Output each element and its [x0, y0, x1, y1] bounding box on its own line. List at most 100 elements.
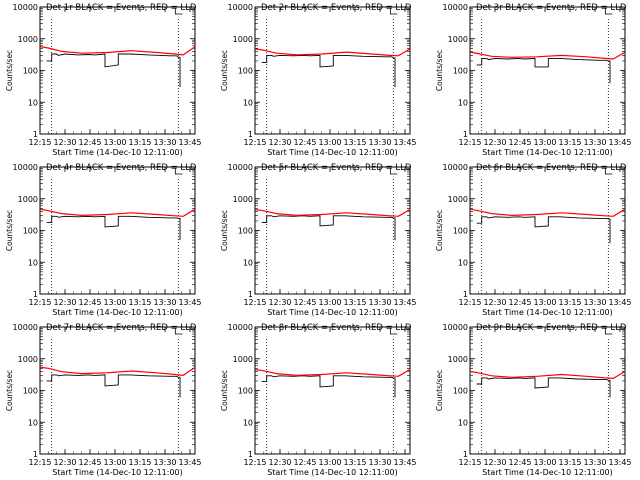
y-tick-label: 10000 — [13, 3, 38, 12]
x-tick-label: 13:45 — [393, 458, 416, 467]
x-tick-label: 12:45 — [293, 138, 316, 147]
y-axis-label: Counts/sec — [5, 210, 14, 251]
x-tick-label: 12:15 — [28, 458, 51, 467]
chart-title: Det 5r BLACK = Events, RED = LLD — [261, 163, 412, 173]
chart-panel-7: Det 7r BLACK = Events, RED = LLD 1 10 100 10… — [5, 323, 202, 477]
y-tick-label: 1 — [248, 290, 253, 299]
y-tick-label: 100 — [23, 387, 38, 396]
chart-panel-3: Det 3r BLACK = Events, RED = LLD 1 10 100 10… — [435, 3, 632, 157]
chart-title: Det 8r BLACK = Events, RED = LLD — [261, 323, 412, 333]
y-tick-label: 10 — [458, 258, 468, 267]
y-tick-label: 1 — [463, 450, 468, 459]
series-events-line — [46, 215, 181, 241]
y-tick-label: 10000 — [228, 323, 253, 332]
y-tick-label: 100 — [453, 387, 468, 396]
chart-title: Det 2r BLACK = Events, RED = LLD — [261, 3, 412, 13]
y-tick-label: 10000 — [228, 163, 253, 172]
x-tick-label: 13:30 — [153, 298, 176, 307]
series-lld-line — [39, 208, 196, 217]
chart-title: Det 4r BLACK = Events, RED = LLD — [46, 163, 197, 173]
series-events-line — [46, 53, 181, 88]
x-tick-label: 12:15 — [458, 458, 481, 467]
interval-marker — [389, 168, 398, 175]
x-tick-label: 12:45 — [78, 138, 101, 147]
x-tick-label: 12:30 — [483, 298, 506, 307]
x-tick-label: 12:30 — [53, 458, 76, 467]
y-tick-label: 10 — [458, 98, 468, 107]
y-tick-label: 10 — [243, 418, 253, 427]
y-tick-label: 1000 — [18, 355, 38, 364]
x-tick-label: 13:00 — [533, 298, 556, 307]
x-tick-label: 13:00 — [533, 458, 556, 467]
chart-panel-5: Det 5r BLACK = Events, RED = LLD 1 10 100 10… — [220, 163, 417, 317]
x-axis-label: Start Time (14-Dec-10 12:11:00) — [482, 468, 613, 477]
x-tick-label: 12:45 — [508, 458, 531, 467]
x-tick-label: 13:15 — [343, 298, 366, 307]
y-tick-label: 10 — [28, 258, 38, 267]
y-tick-label: 100 — [23, 227, 38, 236]
x-tick-label: 13:30 — [153, 458, 176, 467]
interval-marker — [389, 328, 398, 335]
x-tick-label: 13:15 — [558, 138, 581, 147]
series-events-line — [476, 377, 611, 398]
y-tick-label: 1 — [463, 290, 468, 299]
x-tick-label: 13:30 — [368, 298, 391, 307]
series-events-line — [46, 374, 181, 398]
x-tick-label: 13:45 — [178, 458, 201, 467]
series-events-line — [261, 375, 396, 398]
x-tick-label: 13:00 — [318, 298, 341, 307]
y-tick-label: 100 — [238, 387, 253, 396]
series-lld-line — [39, 46, 196, 56]
chart-title: Det 9r BLACK = Events, RED = LLD — [476, 323, 627, 333]
x-tick-label: 13:00 — [318, 458, 341, 467]
y-axis-label: Counts/sec — [220, 50, 229, 91]
y-tick-label: 10 — [243, 258, 253, 267]
chart-title: Det 1r BLACK = Events, RED = LLD — [46, 3, 197, 13]
series-lld-line — [254, 368, 411, 377]
y-tick-label: 100 — [238, 227, 253, 236]
y-axis-label: Counts/sec — [220, 370, 229, 411]
x-tick-label: 13:30 — [153, 138, 176, 147]
series-lld-line — [254, 48, 411, 57]
x-tick-label: 12:45 — [293, 458, 316, 467]
plot-frame — [469, 166, 626, 295]
x-tick-label: 13:45 — [178, 298, 201, 307]
y-tick-label: 100 — [453, 227, 468, 236]
series-lld-line — [254, 208, 411, 217]
x-axis-label: Start Time (14-Dec-10 12:11:00) — [52, 468, 183, 477]
x-tick-label: 13:00 — [318, 138, 341, 147]
x-tick-label: 13:30 — [583, 458, 606, 467]
chart-panel-8: Det 8r BLACK = Events, RED = LLD 1 10 100 10… — [220, 323, 417, 477]
plot-frame — [469, 6, 626, 135]
x-tick-label: 13:15 — [558, 298, 581, 307]
x-tick-label: 13:45 — [608, 458, 631, 467]
x-tick-label: 13:30 — [368, 138, 391, 147]
x-tick-label: 13:30 — [583, 138, 606, 147]
chart-title: Det 3r BLACK = Events, RED = LLD — [476, 3, 627, 13]
interval-marker — [174, 328, 183, 335]
x-tick-label: 12:30 — [53, 298, 76, 307]
x-axis-label: Start Time (14-Dec-10 12:11:00) — [482, 148, 613, 157]
series-events-line — [476, 216, 611, 244]
y-tick-label: 10000 — [228, 3, 253, 12]
x-tick-label: 12:15 — [458, 298, 481, 307]
y-axis-label: Counts/sec — [435, 370, 444, 411]
x-axis-label: Start Time (14-Dec-10 12:11:00) — [52, 148, 183, 157]
y-tick-label: 1000 — [18, 195, 38, 204]
y-tick-label: 1000 — [448, 195, 468, 204]
x-tick-label: 13:30 — [583, 298, 606, 307]
y-tick-label: 1000 — [233, 35, 253, 44]
y-tick-label: 1000 — [448, 35, 468, 44]
x-tick-label: 13:45 — [393, 138, 416, 147]
x-tick-label: 12:45 — [508, 298, 531, 307]
y-tick-label: 1 — [463, 130, 468, 139]
x-tick-label: 13:45 — [608, 138, 631, 147]
series-lld-line — [469, 370, 626, 380]
x-tick-label: 13:15 — [343, 138, 366, 147]
x-tick-label: 12:30 — [268, 298, 291, 307]
series-lld-line — [469, 208, 626, 217]
plot-frame — [254, 166, 411, 295]
x-tick-label: 13:15 — [128, 138, 151, 147]
x-tick-label: 12:15 — [243, 458, 266, 467]
y-tick-label: 10000 — [443, 163, 468, 172]
